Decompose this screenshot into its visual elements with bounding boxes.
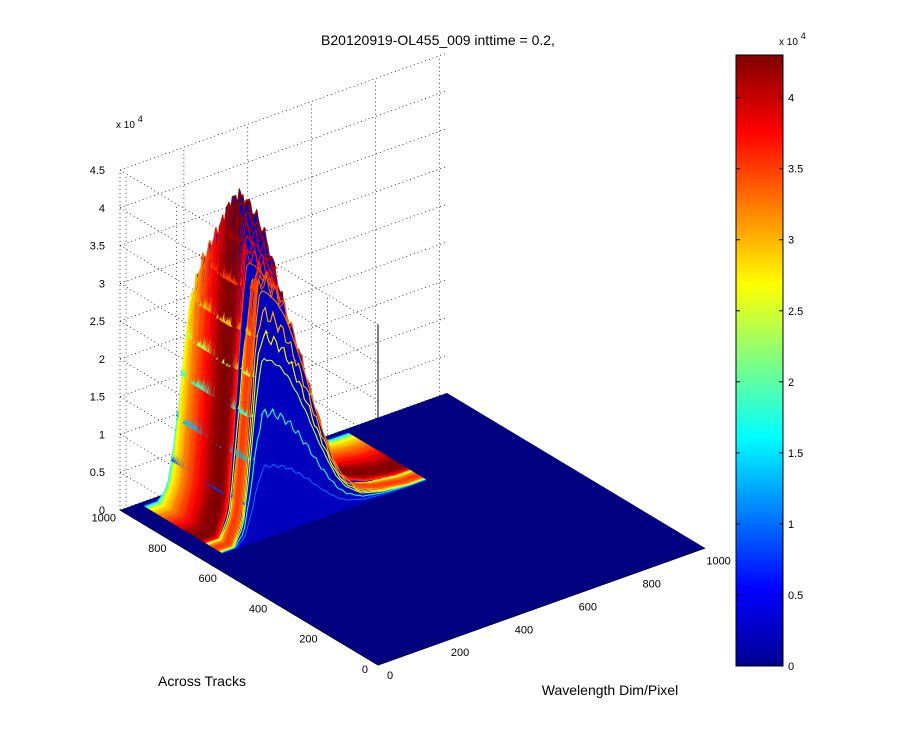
colorbar-tick-label: 0.5 bbox=[788, 590, 803, 602]
colorbar-tick-label: 2 bbox=[788, 377, 794, 389]
z-tick-label: 4 bbox=[99, 203, 105, 215]
colorbar-tick-label: 4 bbox=[788, 93, 794, 105]
colorbar-tick-label: 2.5 bbox=[788, 306, 803, 318]
surface-ridge-line bbox=[219, 328, 425, 553]
surface-ridge-line bbox=[219, 305, 424, 552]
surface-strip bbox=[183, 170, 388, 244]
colorbar-gradient bbox=[736, 55, 783, 666]
y-tick-label: 200 bbox=[299, 634, 317, 646]
x-tick-label: 600 bbox=[579, 601, 597, 613]
surface-ridge-line bbox=[218, 290, 424, 552]
z-exponent-label: x 10 4 bbox=[116, 114, 143, 131]
surface-ridge-line bbox=[220, 357, 426, 553]
back-wall-gridline bbox=[119, 52, 448, 171]
x-tick-label: 1000 bbox=[706, 556, 730, 568]
surface-strip bbox=[182, 170, 387, 244]
back-wall-gridline bbox=[119, 90, 448, 209]
surface-ridge-line bbox=[222, 479, 428, 555]
y-tick-label: 600 bbox=[198, 573, 216, 585]
surface-ridge-line bbox=[217, 275, 423, 551]
z-tick-label: 2.5 bbox=[90, 316, 105, 328]
y-axis-label: Across Tracks bbox=[158, 673, 246, 689]
colorbar-tick-label: 1.5 bbox=[788, 448, 803, 460]
axes-ticks: 00.511.522.533.544.502004006008001000020… bbox=[90, 165, 731, 682]
surface-strip bbox=[181, 169, 386, 243]
x-tick-label: 800 bbox=[642, 579, 660, 591]
x-tick-label: 0 bbox=[387, 670, 393, 682]
y-tick-label: 800 bbox=[148, 543, 166, 555]
colorbar-exponent-label: x 10 4 bbox=[779, 31, 806, 48]
x-axis-label: Wavelength Dim/Pixel bbox=[542, 682, 678, 698]
z-tick-label: 3 bbox=[99, 278, 105, 290]
y-tick-label: 0 bbox=[362, 664, 368, 676]
z-tick-label: 0.5 bbox=[90, 467, 105, 479]
back-wall-gridline bbox=[119, 166, 448, 284]
colorbar-ticks: 0 0.5 1 1.5 2 2.5 3 3.5 4 bbox=[736, 93, 803, 673]
colorbar-tick-label: 3 bbox=[788, 235, 794, 247]
x-tick-label: 400 bbox=[515, 624, 533, 636]
z-tick-label: 4.5 bbox=[90, 165, 105, 177]
surface-strip bbox=[180, 168, 385, 242]
colorbar-tick-label: 3.5 bbox=[788, 164, 803, 176]
back-wall-gridline bbox=[119, 128, 448, 246]
surface-strip bbox=[179, 168, 384, 242]
surface-plot bbox=[120, 166, 705, 665]
colorbar-tick-label: 0 bbox=[788, 661, 794, 673]
surface-strip bbox=[178, 167, 383, 241]
z-tick-label: 1 bbox=[99, 429, 105, 441]
surface-strip bbox=[177, 166, 382, 240]
z-exponent: 4 bbox=[138, 114, 143, 124]
z-exponent-prefix: x 10 bbox=[116, 120, 135, 131]
y-tick-label: 400 bbox=[249, 603, 267, 615]
colorbar: 0 0.5 1 1.5 2 2.5 3 3.5 4 x 10 4 bbox=[735, 31, 806, 673]
colorbar-exponent: 4 bbox=[801, 31, 806, 41]
colorbar-tick-label: 1 bbox=[788, 519, 794, 531]
x-tick-label: 200 bbox=[451, 647, 469, 659]
surface-ridge-line bbox=[221, 407, 427, 554]
surface-ridge-line bbox=[222, 463, 427, 554]
z-tick-label: 0 bbox=[99, 505, 105, 517]
y-tick-label: 1000 bbox=[92, 513, 116, 525]
z-tick-label: 2 bbox=[99, 354, 105, 366]
colorbar-frame bbox=[735, 54, 784, 667]
z-tick-label: 1.5 bbox=[90, 392, 105, 404]
colorbar-exponent-prefix: x 10 bbox=[779, 37, 798, 48]
surface-strip bbox=[180, 169, 386, 243]
chart-title: B20120919-OL455_009 inttime = 0.2, bbox=[321, 32, 555, 48]
z-tick-label: 3.5 bbox=[90, 241, 105, 253]
